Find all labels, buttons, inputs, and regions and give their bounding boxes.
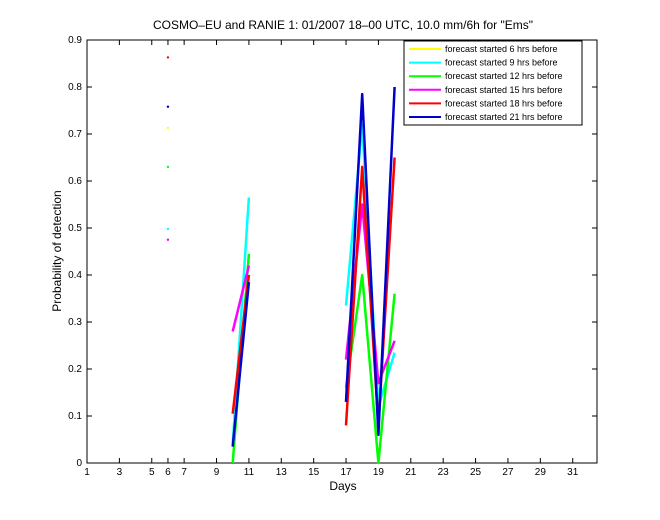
- y-tick-label: 0.6: [68, 176, 82, 187]
- x-tick-label: 19: [373, 467, 385, 478]
- x-tick-label: 13: [276, 467, 288, 478]
- x-tick-label: 3: [117, 467, 123, 478]
- legend-label: forecast started 18 hrs before: [445, 98, 563, 108]
- x-tick-label: 9: [214, 467, 220, 478]
- legend-label: forecast started 6 hrs before: [445, 44, 558, 54]
- y-tick-label: 0.4: [68, 270, 82, 281]
- y-tick-label: 0.3: [68, 317, 82, 328]
- y-tick-label: 0.5: [68, 223, 82, 234]
- x-tick-label: 15: [308, 467, 320, 478]
- series-layer: [166, 56, 396, 465]
- data-point: [166, 56, 170, 59]
- y-axis-label: Probability of detection: [50, 190, 64, 311]
- x-tick-label: 7: [181, 467, 187, 478]
- x-tick-label: 5: [149, 467, 155, 478]
- series-1: [166, 126, 170, 130]
- x-tick-label: 1: [84, 467, 90, 478]
- x-axis-label: Days: [329, 479, 356, 493]
- y-tick-label: 0.2: [68, 364, 82, 375]
- legend-label: forecast started 9 hrs before: [445, 58, 558, 68]
- data-point: [166, 126, 170, 130]
- x-tick-label: 27: [502, 467, 514, 478]
- legend-label: forecast started 12 hrs before: [445, 71, 563, 81]
- legend: forecast started 6 hrs before forecast st…: [403, 40, 583, 126]
- x-tick-label: 11: [244, 467, 255, 478]
- series-line: [231, 197, 251, 445]
- series-line: [344, 86, 396, 437]
- x-tick-label: 29: [535, 467, 547, 478]
- legend-label: forecast started 15 hrs before: [445, 85, 563, 95]
- x-axis: 1 3 5 6 7 9 11 13 15 17 19 21 23 25 27 29 31: [84, 40, 579, 478]
- data-point: [166, 238, 170, 241]
- y-tick-label: 0.7: [68, 129, 82, 140]
- legend-label: forecast started 21 hrs before: [445, 112, 563, 122]
- legend-box: [403, 40, 583, 126]
- data-point: [166, 165, 170, 169]
- x-tick-label: 21: [405, 467, 417, 478]
- series-line: [344, 157, 396, 427]
- series-line: [231, 281, 251, 447]
- x-tick-label: 23: [438, 467, 450, 478]
- y-tick-label: 0.9: [68, 35, 82, 46]
- y-tick-label: 0.8: [68, 82, 82, 93]
- x-tick-label: 17: [340, 467, 352, 478]
- y-axis: 0 0.1 0.2 0.3 0.4 0.5 0.6 0.7 0.8 0.9: [68, 35, 597, 469]
- series-6: [166, 86, 396, 447]
- data-point: [166, 105, 170, 108]
- y-tick-label: 0.1: [68, 411, 82, 422]
- chart-title: COSMO–EU and RANIE 1: 01/2007 18–00 UTC,…: [153, 18, 533, 32]
- data-point: [166, 227, 170, 231]
- x-tick-label: 25: [470, 467, 482, 478]
- series-line: [231, 265, 251, 332]
- y-tick-label: 0: [76, 458, 82, 469]
- x-tick-label: 31: [567, 467, 579, 478]
- x-tick-label: 6: [165, 467, 171, 478]
- series-line: [344, 273, 396, 465]
